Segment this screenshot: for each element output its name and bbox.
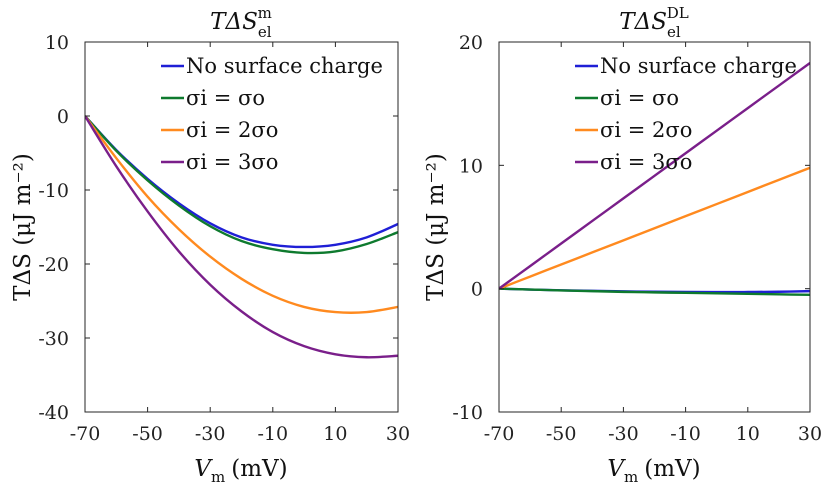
left-legend: No surface charge σi = σo σi = 2σo σi = 3σo [161,54,383,174]
left-tick-labels: -70 -50 -30 -10 10 30 10 0 -10 -20 -30 -40 [38,32,410,445]
left-y-tick-label: 10 [45,32,69,54]
right-title-main: TΔS [619,9,667,35]
chart-right-panel: -70 -50 -30 -10 10 30 20 10 0 -10 No surface char… [423,4,822,486]
right-legend-label-no-surface-charge: No surface charge [600,54,797,78]
right-axes-frame [498,41,811,413]
left-y-tick-label: 0 [57,106,69,128]
right-y-tick-label: -10 [452,402,483,424]
left-x-tick-label: 10 [323,423,347,445]
right-title-sub: el [667,23,681,41]
right-y-axis-label: TΔS (μJ m⁻²) [423,153,449,301]
right-chart-title: TΔSelDL [619,4,688,41]
right-x-tick-label: 10 [736,423,760,445]
left-x-tick-label: -70 [70,423,101,445]
right-x-tick-label: -30 [608,423,639,445]
left-ticks [84,41,399,413]
left-x-tick-label: -30 [195,423,226,445]
left-x-tick-label: -50 [132,423,163,445]
right-xlabel-main: V [607,456,626,482]
left-legend-label-no-surface-charge: No surface charge [186,54,383,78]
left-y-axis-label: TΔS (μJ m⁻²) [10,153,36,301]
left-y-tick-label: -30 [38,328,69,350]
right-series-line-i-2-o [499,166,810,290]
right-y-tick-label: 10 [459,155,483,177]
right-x-tick-label: -70 [484,423,515,445]
left-legend-label-i-2-o: σi = 2σo [186,118,278,142]
left-title-sub: el [258,23,272,41]
left-x-tick-label: 30 [386,423,410,445]
right-series-line-i-o [499,287,810,297]
left-y-tick-label: -10 [38,180,69,202]
right-ticks [498,41,811,413]
right-x-axis-label: Vm (mV) [607,456,700,486]
left-y-tick-label: -40 [38,402,69,424]
right-legend-label-i-3-o: σi = 3σo [600,150,692,174]
left-xlabel-main: V [194,456,213,482]
right-x-tick-label: -50 [546,423,577,445]
chart-left-panel: -70 -50 -30 -10 10 30 10 0 -10 -20 -30 -40 No surfa… [10,4,410,486]
left-x-tick-label: -10 [257,423,288,445]
left-xlabel-sub: m [211,468,225,486]
right-series-group [499,61,810,297]
right-y-tick-label: 0 [471,279,483,301]
left-chart-title: TΔSelm [210,4,272,41]
left-title-main: TΔS [210,9,258,35]
right-title-sup: DL [667,4,689,22]
left-title-sup: m [258,4,272,22]
right-legend-label-i-2-o: σi = 2σo [600,118,692,142]
left-legend-label-i-o: σi = σo [186,86,265,110]
right-x-tick-label: -10 [670,423,701,445]
left-series-line-i-3-o [85,115,398,359]
left-series-line-i-2-o [85,115,398,314]
left-y-tick-label: -20 [38,254,69,276]
left-xlabel-unit: (mV) [231,456,287,482]
right-series-line-i-3-o [499,61,810,290]
left-axes-frame [84,41,399,413]
right-xlabel-sub: m [624,468,638,486]
left-series-group [85,115,398,359]
right-xlabel-unit: (mV) [644,456,700,482]
right-tick-labels: -70 -50 -30 -10 10 30 20 10 0 -10 [452,32,822,445]
right-y-tick-label: 20 [459,32,483,54]
left-series-line-i-o [85,115,398,255]
left-legend-label-i-3-o: σi = 3σo [186,150,278,174]
right-legend: No surface charge σi = σo σi = 2σo σi = 3σo [575,54,797,174]
right-legend-label-i-o: σi = σo [600,86,679,110]
right-x-tick-label: 30 [798,423,822,445]
left-x-axis-label: Vm (mV) [194,456,287,486]
